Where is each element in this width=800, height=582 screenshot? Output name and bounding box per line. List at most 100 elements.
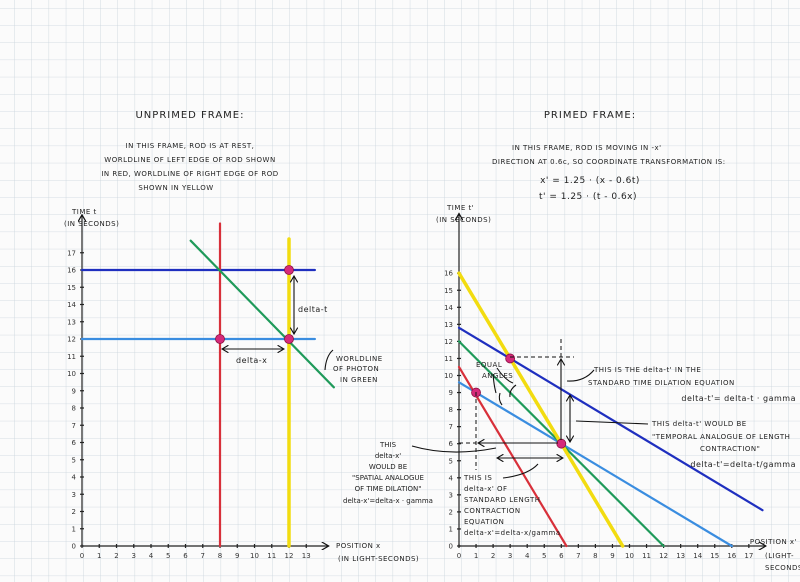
x-tick-label: 13 xyxy=(302,552,311,560)
y-tick-label: 12 xyxy=(444,338,453,346)
spatial-note-pointer xyxy=(411,445,497,453)
note-line: delta-x' OF xyxy=(464,485,508,493)
right-y-axis-unit: (IN SECONDS) xyxy=(436,216,491,224)
y-tick-label: 13 xyxy=(444,321,453,329)
delta-t-label: delta-t xyxy=(298,305,328,314)
y-tick-label: 2 xyxy=(72,508,76,516)
equation-t: t' = 1.25 · (t - 0.6x) xyxy=(539,192,637,202)
desc-line: IN RED, WORLDLINE OF RIGHT EDGE OF ROD xyxy=(101,170,278,178)
event-point xyxy=(556,438,567,449)
angle-arc xyxy=(498,392,503,406)
photon-label: IN GREEN xyxy=(340,376,378,384)
y-tick-label: 3 xyxy=(449,491,453,499)
y-tick-label: 2 xyxy=(449,508,453,516)
y-tick-label: 16 xyxy=(444,270,453,278)
x-tick-label: 1 xyxy=(474,552,478,560)
length-note-pointer xyxy=(502,463,539,479)
dilation-note-pointer xyxy=(566,369,595,382)
left-y-axis-label: TIME t xyxy=(71,208,97,216)
y-tick-label: 12 xyxy=(67,336,76,344)
photon-pointer xyxy=(324,349,334,371)
x-tick-label: 1 xyxy=(97,552,101,560)
x-tick-label: 0 xyxy=(80,552,84,560)
x-tick-label: 4 xyxy=(149,552,154,560)
angle-pointer xyxy=(492,373,497,394)
event-point xyxy=(284,265,294,275)
note-line: CONTRACTION xyxy=(464,507,521,515)
x-tick-label: 11 xyxy=(267,552,276,560)
length-note: THIS IS delta-x' OF STANDARD LENGTH CONT… xyxy=(463,474,561,537)
y-tick-label: 11 xyxy=(444,355,453,363)
y-tick-label: 17 xyxy=(67,249,76,257)
equation-x: x' = 1.25 · (x - 0.6t) xyxy=(540,176,640,186)
angle-pointer xyxy=(496,367,514,384)
worldline-light-blue xyxy=(457,381,733,548)
x-tick-label: 4 xyxy=(525,552,530,560)
right-x-axis-unit: SECONDS) xyxy=(765,564,800,572)
left-x-axis-label: POSITION x xyxy=(336,542,381,550)
note-line: delta-x' xyxy=(375,452,401,460)
note-line: THIS IS xyxy=(463,474,492,482)
x-tick-label: 10 xyxy=(625,552,634,560)
desc-line: IN THIS FRAME, ROD IS MOVING IN -x' xyxy=(512,144,662,152)
y-tick-label: 4 xyxy=(72,474,77,482)
dilation-formula: delta-t'= delta-t · gamma xyxy=(681,394,796,403)
y-tick-label: 7 xyxy=(449,423,453,431)
right-x-axis-unit: (LIGHT- xyxy=(765,552,794,560)
y-tick-label: 8 xyxy=(449,406,453,414)
y-tick-label: 10 xyxy=(444,372,453,380)
y-tick-label: 9 xyxy=(72,387,76,395)
spatial-note: THIS delta-x' WOULD BE "SPATIAL ANALOGUE… xyxy=(343,441,433,505)
x-tick-label: 12 xyxy=(659,552,668,560)
temporal-formula: delta-t'=delta-t/gamma xyxy=(690,460,796,469)
left-description: IN THIS FRAME, ROD IS AT REST, WORLDLINE… xyxy=(101,142,278,192)
desc-line: WORLDLINE OF LEFT EDGE OF ROD SHOWN xyxy=(104,156,275,164)
note-line: OF TIME DILATION" xyxy=(355,485,422,493)
y-tick-label: 13 xyxy=(67,318,76,326)
y-tick-label: 4 xyxy=(449,474,454,482)
x-tick-label: 10 xyxy=(250,552,259,560)
y-tick-label: 6 xyxy=(72,439,77,447)
equal-angles-label: ANGLES xyxy=(482,372,513,380)
y-tick-label: 6 xyxy=(449,440,454,448)
y-tick-label: 15 xyxy=(67,284,76,292)
temporal-note: "TEMPORAL ANALOGUE OF LENGTH xyxy=(652,433,790,441)
note-line: EQUATION xyxy=(464,518,504,526)
x-tick-label: 7 xyxy=(576,552,580,560)
y-tick-label: 10 xyxy=(67,370,76,378)
left-y-axis-unit: (IN SECONDS) xyxy=(64,220,119,228)
y-tick-label: 7 xyxy=(72,422,76,430)
note-line: "SPATIAL ANALOGUE xyxy=(352,474,424,482)
desc-line: SHOWN IN YELLOW xyxy=(138,184,213,192)
right-y-axis-label: TIME t' xyxy=(446,204,474,212)
photon-label: WORLDLINE xyxy=(336,355,383,363)
y-tick-label: 11 xyxy=(67,353,76,361)
x-tick-label: 6 xyxy=(183,552,188,560)
y-tick-label: 16 xyxy=(67,267,76,275)
y-tick-label: 9 xyxy=(449,389,453,397)
x-tick-label: 3 xyxy=(508,552,512,560)
x-tick-label: 13 xyxy=(676,552,685,560)
worldline-yellow xyxy=(457,271,625,548)
y-tick-label: 14 xyxy=(444,304,453,312)
temporal-note: THIS delta-t' WOULD BE xyxy=(651,420,747,428)
event-point xyxy=(215,334,225,344)
y-tick-label: 5 xyxy=(449,457,453,465)
y-tick-label: 0 xyxy=(72,543,76,551)
note-line: delta-x'=delta-x/gamma xyxy=(464,529,561,537)
x-tick-label: 7 xyxy=(201,552,205,560)
x-tick-label: 16 xyxy=(727,552,736,560)
y-tick-label: 8 xyxy=(72,405,76,413)
x-tick-label: 12 xyxy=(285,552,294,560)
x-tick-label: 5 xyxy=(542,552,546,560)
left-x-axis-unit: (IN LIGHT-SECONDS) xyxy=(338,555,419,563)
x-tick-label: 2 xyxy=(491,552,495,560)
x-tick-label: 9 xyxy=(235,552,239,560)
x-tick-label: 17 xyxy=(744,552,753,560)
y-tick-label: 5 xyxy=(72,456,76,464)
y-tick-label: 3 xyxy=(72,491,76,499)
x-tick-label: 9 xyxy=(610,552,614,560)
desc-line: IN THIS FRAME, ROD IS AT REST, xyxy=(126,142,255,150)
